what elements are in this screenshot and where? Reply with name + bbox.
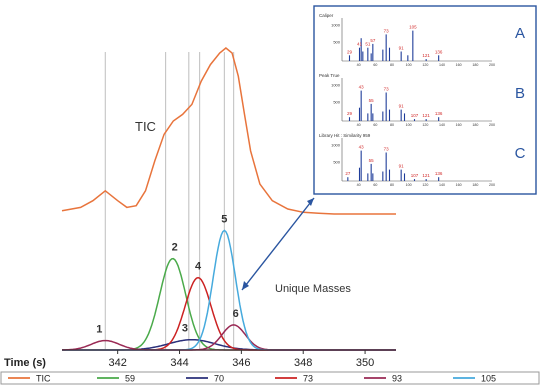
spectrum-x-tick: 60 bbox=[373, 63, 377, 67]
spectrum-x-tick: 200 bbox=[489, 123, 495, 127]
spectrum-peak-label: 121 bbox=[422, 113, 430, 118]
spectrum-x-tick: 100 bbox=[406, 123, 412, 127]
legend-label: 73 bbox=[303, 374, 313, 384]
x-tick-label: 348 bbox=[294, 357, 312, 369]
spectrum-x-tick: 120 bbox=[422, 123, 428, 127]
peak-number-4: 4 bbox=[195, 261, 202, 273]
spectrum-x-tick: 80 bbox=[390, 183, 394, 187]
spectrum-x-tick: 40 bbox=[357, 63, 361, 67]
spectrum-peak-label: 121 bbox=[422, 173, 430, 178]
spectrum-peak-label: 29 bbox=[347, 111, 353, 116]
spectrum-peak-label: 91 bbox=[399, 164, 405, 169]
x-tick-label: 346 bbox=[232, 357, 250, 369]
spectrum-x-tick: 180 bbox=[472, 183, 478, 187]
spectrum-letter: C bbox=[515, 145, 526, 162]
spectrum-y-tick: 1000 bbox=[331, 22, 341, 27]
spectrum-caption: Peak True bbox=[319, 73, 340, 78]
legend-label: 105 bbox=[481, 374, 496, 384]
spectrum-peak-label: 41 bbox=[357, 42, 363, 47]
spectrum-x-tick: 80 bbox=[390, 63, 394, 67]
spectrum-x-tick: 160 bbox=[456, 63, 462, 67]
inset-frame bbox=[313, 5, 537, 195]
spectrum-peak-label: 107 bbox=[411, 113, 419, 118]
spectrum-x-tick: 100 bbox=[406, 63, 412, 67]
spectrum-x-tick: 200 bbox=[489, 63, 495, 67]
spectrum-x-tick: 180 bbox=[472, 123, 478, 127]
spectrum-x-tick: 160 bbox=[456, 123, 462, 127]
spectrum-peak-label: 136 bbox=[435, 111, 443, 116]
spectrum-x-tick: 160 bbox=[456, 183, 462, 187]
spectrum-x-tick: 140 bbox=[439, 183, 445, 187]
spectrum-panel-a: Caliper 1000 500 40 60 80 100 120 140 160 180 200 29… bbox=[319, 13, 525, 67]
spectrum-x-tick: 120 bbox=[422, 183, 428, 187]
retention-markers bbox=[104, 52, 235, 350]
series-tic bbox=[61, 47, 396, 215]
unique-masses-label: Unique Masses bbox=[275, 283, 351, 295]
spectrum-peak-label: 73 bbox=[384, 87, 390, 92]
spectrum-panel-c: Library Hit : Similarity 959 1000 500 40 60 8… bbox=[319, 133, 526, 187]
spectrum-x-tick: 40 bbox=[357, 123, 361, 127]
spectrum-peak-label: 55 bbox=[369, 158, 375, 163]
spectrum-peak-label: 29 bbox=[347, 49, 353, 54]
spectrum-x-tick: 80 bbox=[390, 123, 394, 127]
spectrum-y-tick: 500 bbox=[333, 40, 340, 45]
spectrum-panel-b: Peak True 1000 500 40 60 80 100 120 140 160 180 200… bbox=[319, 73, 525, 127]
spectrum-y-tick: 1000 bbox=[331, 82, 341, 87]
spectrum-peak-label: 43 bbox=[359, 145, 365, 150]
spectrum-letter: B bbox=[515, 85, 525, 102]
legend-box bbox=[0, 371, 540, 385]
spectrum-x-tick: 200 bbox=[489, 183, 495, 187]
peak-number-5: 5 bbox=[221, 214, 227, 226]
peak-number-2: 2 bbox=[172, 242, 178, 254]
spectrum-x-tick: 100 bbox=[406, 183, 412, 187]
spectrum-peak-label: 91 bbox=[399, 46, 405, 51]
spectrum-caption: Library Hit : Similarity 959 bbox=[319, 133, 371, 138]
x-axis-label: Time (s) bbox=[4, 357, 46, 369]
spectrum-y-tick: 500 bbox=[333, 160, 340, 165]
spectrum-peak-label: 43 bbox=[359, 85, 365, 90]
spectrum-x-tick: 180 bbox=[472, 63, 478, 67]
time-axis: 342 344 346 348 350 Time (s) bbox=[4, 349, 396, 369]
spectrum-peak-label: 55 bbox=[369, 98, 375, 103]
x-tick-label: 344 bbox=[170, 357, 188, 369]
spectrum-x-tick: 140 bbox=[439, 123, 445, 127]
spectrum-caption: Caliper bbox=[319, 13, 334, 18]
spectrum-peak-label: 121 bbox=[422, 53, 430, 58]
spectrum-peak-label: 136 bbox=[435, 171, 443, 176]
spectrum-letter: A bbox=[515, 25, 525, 42]
legend-label: TIC bbox=[36, 374, 51, 384]
spectrum-y-tick: 500 bbox=[333, 100, 340, 105]
spectrum-x-tick: 140 bbox=[439, 63, 445, 67]
peak-number-1: 1 bbox=[96, 324, 102, 336]
spectrum-peak-label: 107 bbox=[411, 173, 419, 178]
series-59 bbox=[62, 257, 396, 351]
legend-label: 93 bbox=[392, 374, 402, 384]
mass-spectra-inset: Caliper 1000 500 40 60 80 100 120 140 160 180 200 29… bbox=[313, 5, 537, 195]
spectrum-x-tick: 40 bbox=[357, 183, 361, 187]
spectrum-peak-label: 91 bbox=[399, 104, 405, 109]
spectrum-x-tick: 60 bbox=[373, 183, 377, 187]
spectrum-peak-label: 27 bbox=[345, 171, 351, 176]
x-axis-ticks: 342 344 346 348 350 bbox=[108, 350, 374, 369]
spectrum-x-tick: 120 bbox=[422, 63, 428, 67]
spectrum-peak-label: 73 bbox=[384, 28, 390, 33]
spectrum-peak-label: 51 bbox=[365, 42, 371, 47]
peak-number-3: 3 bbox=[182, 323, 188, 335]
legend-label: 59 bbox=[125, 374, 135, 384]
spectrum-peak-label: 136 bbox=[435, 49, 443, 54]
spectrum-peak-label: 57 bbox=[370, 38, 376, 43]
tic-label: TIC bbox=[135, 119, 156, 134]
spectrum-peak-label: 73 bbox=[384, 147, 390, 152]
peak-number-6: 6 bbox=[233, 308, 239, 320]
x-tick-label: 350 bbox=[356, 357, 374, 369]
peak-numbers: 1 2 3 4 5 6 bbox=[96, 214, 238, 336]
link-arrow bbox=[241, 197, 315, 291]
spectrum-y-tick: 1000 bbox=[331, 142, 341, 147]
x-tick-label: 342 bbox=[108, 357, 126, 369]
legend: TIC 59 70 73 93 105 bbox=[0, 371, 540, 385]
legend-label: 70 bbox=[214, 374, 224, 384]
spectrum-peak-label: 105 bbox=[409, 25, 417, 30]
spectrum-x-tick: 60 bbox=[373, 123, 377, 127]
